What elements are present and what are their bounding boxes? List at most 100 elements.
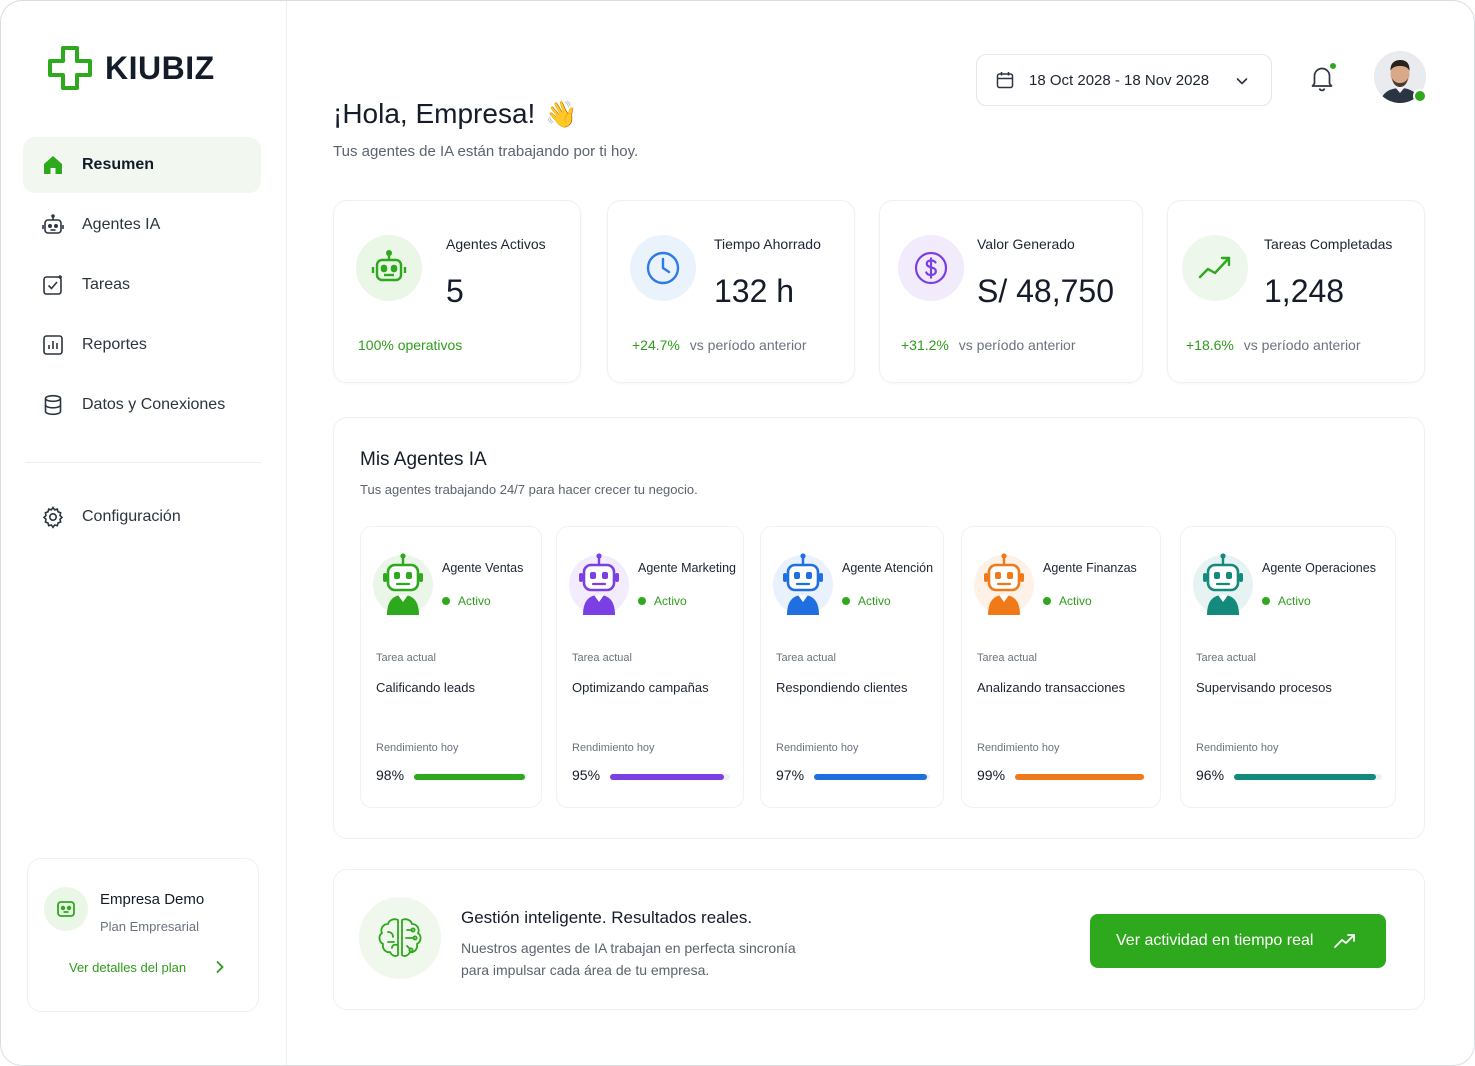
agent-name: Agente Finanzas <box>1043 561 1137 575</box>
greeting-text: ¡Hola, Empresa! <box>333 98 536 129</box>
performance-label: Rendimiento hoy <box>977 742 1060 754</box>
performance-value: 98% <box>376 767 405 783</box>
agent-status: Activo <box>638 594 687 608</box>
agent-name: Agente Operaciones <box>1262 561 1376 575</box>
agent-status: Activo <box>1262 594 1311 608</box>
sidebar-item-label: Configuración <box>82 508 181 525</box>
performance-value: 96% <box>1196 767 1225 783</box>
stat-card-valor-generado: Valor Generado S/ 48,750 +31.2% vs perío… <box>879 200 1143 383</box>
robot-avatar-icon <box>569 553 629 615</box>
performance-bar <box>414 774 527 780</box>
dollar-icon <box>898 235 964 301</box>
task-value: Analizando transacciones <box>977 680 1126 695</box>
performance-bar-fill <box>1234 774 1376 780</box>
banner-text: Nuestros agentes de IA trabajan en perfe… <box>461 937 841 981</box>
stat-card-tiempo-ahorrado: Tiempo Ahorrado 132 h +24.7% vs período … <box>607 200 855 383</box>
status-label: Activo <box>1278 594 1311 608</box>
agent-card-marketing[interactable]: Agente Marketing Activo Tarea actual Opt… <box>556 526 744 808</box>
performance-bar-fill <box>1015 774 1144 780</box>
plan-type: Plan Empresarial <box>100 919 199 934</box>
stat-card-agentes-activos: Agentes Activos 5 100% operativos <box>333 200 581 383</box>
agent-card-atencion[interactable]: Agente Atención Activo Tarea actual Resp… <box>760 526 944 808</box>
section-title: Mis Agentes IA <box>360 449 487 470</box>
banner-title: Gestión inteligente. Resultados reales. <box>461 908 753 927</box>
robot-avatar-icon <box>1193 553 1253 615</box>
agent-status: Activo <box>842 594 891 608</box>
plan-details-link[interactable]: Ver detalles del plan <box>69 960 187 975</box>
task-label: Tarea actual <box>376 652 436 664</box>
task-label: Tarea actual <box>776 652 836 664</box>
performance-bar-fill <box>414 774 525 780</box>
date-range-picker[interactable]: 18 Oct 2028 - 18 Nov 2028 <box>976 54 1272 106</box>
bar-chart-icon <box>41 333 65 357</box>
agent-name: Agente Marketing <box>638 561 736 575</box>
cta-banner: Gestión inteligente. Resultados reales. … <box>333 869 1425 1010</box>
page-title: ¡Hola, Empresa! 👋 <box>333 98 578 130</box>
sidebar-item-label: Tareas <box>82 276 131 293</box>
banner-text-line: para impulsar cada área de tu empresa. <box>461 962 710 978</box>
agent-card-finanzas[interactable]: Agente Finanzas Activo Tarea actual Anal… <box>961 526 1161 808</box>
database-icon <box>41 393 65 417</box>
sidebar-divider <box>25 462 261 463</box>
sidebar: KIUBIZ Resumen Agentes IA <box>1 1 287 1065</box>
sidebar-item-datos-conexiones[interactable]: Datos y Conexiones <box>23 377 261 433</box>
task-value: Respondiendo clientes <box>776 680 908 695</box>
performance-bar <box>1015 774 1145 780</box>
performance-value: 99% <box>977 767 1006 783</box>
notification-dot <box>1328 61 1338 71</box>
task-label: Tarea actual <box>977 652 1037 664</box>
stat-change: +18.6% <box>1186 337 1234 353</box>
sidebar-item-tareas[interactable]: Tareas <box>23 257 261 313</box>
task-value: Supervisando procesos <box>1196 680 1332 695</box>
status-label: Activo <box>1059 594 1092 608</box>
status-label: Activo <box>458 594 491 608</box>
home-icon <box>41 153 65 177</box>
stat-value: 132 h <box>714 273 795 309</box>
status-label: Activo <box>858 594 891 608</box>
performance-label: Rendimiento hoy <box>572 742 655 754</box>
sidebar-item-agentes-ia[interactable]: Agentes IA <box>23 197 261 253</box>
logo[interactable]: KIUBIZ <box>47 45 215 91</box>
agent-name: Agente Atención <box>842 561 934 575</box>
gear-icon <box>41 505 65 529</box>
sidebar-item-configuracion[interactable]: Configuración <box>23 489 261 545</box>
robot-icon <box>41 213 65 237</box>
status-dot <box>1262 597 1270 605</box>
stat-value: 1,248 <box>1264 273 1345 309</box>
agent-status: Activo <box>1043 594 1092 608</box>
trend-up-icon <box>1182 235 1248 301</box>
agents-panel: Mis Agentes IA Tus agentes trabajando 24… <box>333 417 1425 839</box>
agent-name: Agente Ventas <box>442 561 524 575</box>
stat-comparison: vs período anterior <box>1243 337 1361 353</box>
sidebar-item-label: Reportes <box>82 336 147 353</box>
agent-card-operaciones[interactable]: Agente Operaciones Activo Tarea actual S… <box>1180 526 1396 808</box>
sidebar-item-resumen[interactable]: Resumen <box>23 137 261 193</box>
stat-label: Valor Generado <box>977 236 1075 252</box>
sidebar-item-label: Datos y Conexiones <box>82 396 226 413</box>
chevron-down-icon <box>1236 78 1248 85</box>
performance-value: 95% <box>572 767 601 783</box>
performance-bar <box>814 774 930 780</box>
status-dot <box>1043 597 1051 605</box>
performance-bar-fill <box>814 774 927 780</box>
sidebar-item-reportes[interactable]: Reportes <box>23 317 261 373</box>
stat-value: 5 <box>446 273 464 309</box>
stat-footer: +18.6% vs período anterior <box>1186 337 1361 353</box>
agent-card-ventas[interactable]: Agente Ventas Activo Tarea actual Califi… <box>360 526 542 808</box>
status-label: Activo <box>654 594 687 608</box>
realtime-activity-button[interactable]: Ver actividad en tiempo real <box>1090 914 1386 968</box>
plan-card: Empresa Demo Plan Empresarial Ver detall… <box>27 858 259 1012</box>
performance-bar <box>610 774 730 780</box>
bell-icon[interactable] <box>1307 63 1337 93</box>
wave-emoji: 👋 <box>545 98 578 129</box>
stat-comparison: vs período anterior <box>689 337 807 353</box>
status-dot <box>842 597 850 605</box>
sidebar-config-group: Configuración <box>23 489 261 549</box>
chevron-right-icon[interactable] <box>214 960 226 974</box>
clock-icon <box>630 235 696 301</box>
online-status-dot <box>1413 89 1427 103</box>
logo-cross-icon <box>48 46 92 90</box>
status-dot <box>638 597 646 605</box>
sidebar-item-label: Agentes IA <box>82 216 161 233</box>
